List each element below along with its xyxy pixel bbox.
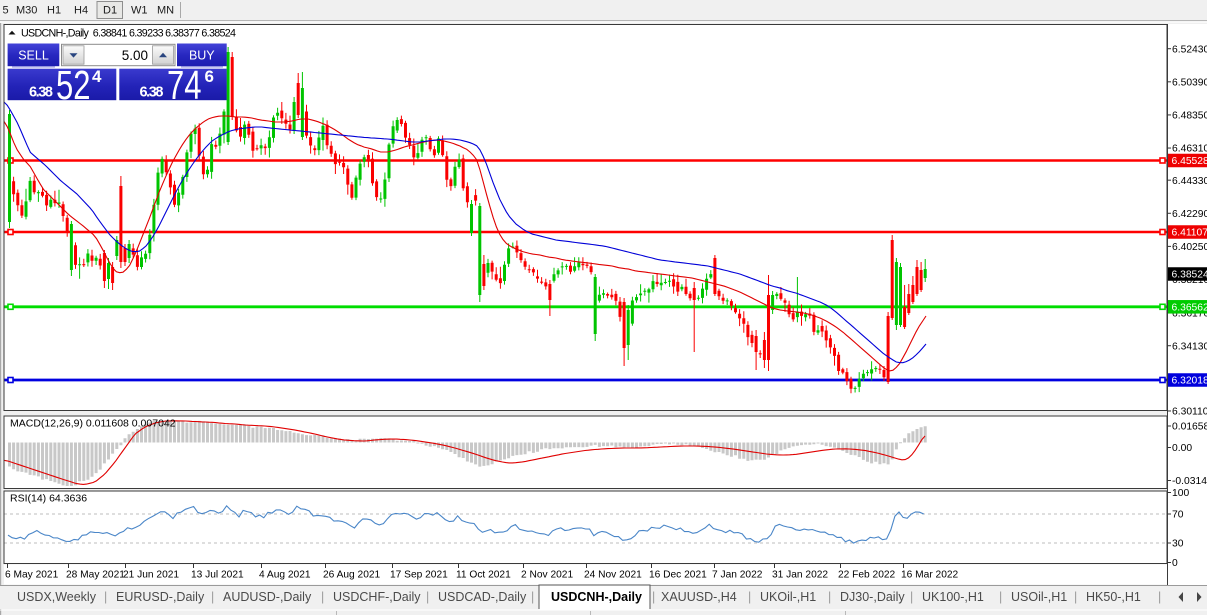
svg-text:6.46310: 6.46310 [1172, 144, 1207, 155]
svg-text:17 Sep 2021: 17 Sep 2021 [390, 570, 448, 581]
svg-text:4: 4 [92, 67, 102, 86]
svg-text:|: | [211, 590, 214, 604]
svg-text:SELL: SELL [18, 49, 49, 63]
svg-text:6.52430: 6.52430 [1172, 44, 1207, 55]
svg-text:|: | [1158, 590, 1161, 604]
svg-text:0: 0 [1172, 558, 1178, 569]
svg-text:BUY: BUY [189, 49, 215, 63]
svg-text:6.50390: 6.50390 [1172, 78, 1207, 89]
svg-text:AUDUSD-,Daily: AUDUSD-,Daily [223, 590, 312, 604]
svg-text:6.38524: 6.38524 [1172, 270, 1207, 281]
svg-text:W1: W1 [131, 5, 148, 17]
svg-text:7 Jan 2022: 7 Jan 2022 [712, 570, 763, 581]
svg-text:6.32018: 6.32018 [1172, 376, 1207, 387]
svg-text:|: | [828, 590, 831, 604]
svg-text:22 Feb 2022: 22 Feb 2022 [838, 570, 896, 581]
svg-text:5: 5 [3, 5, 9, 17]
svg-text:6.38: 6.38 [29, 85, 53, 101]
svg-text:|: | [104, 590, 107, 604]
svg-text:0.016586: 0.016586 [1172, 422, 1207, 433]
svg-text:6.36170: 6.36170 [1172, 308, 1207, 319]
svg-text:6.36562: 6.36562 [1172, 303, 1207, 314]
svg-text:UK100-,H1: UK100-,H1 [922, 590, 984, 604]
svg-text:21 Jun 2021: 21 Jun 2021 [123, 570, 179, 581]
svg-text:6: 6 [205, 67, 214, 86]
svg-text:6.48350: 6.48350 [1172, 111, 1207, 122]
svg-text:|: | [748, 590, 751, 604]
svg-text:6.44330: 6.44330 [1172, 176, 1207, 187]
svg-text:2 Nov 2021: 2 Nov 2021 [521, 570, 573, 581]
svg-text:6.42290: 6.42290 [1172, 209, 1207, 220]
svg-text:31 Jan 2022: 31 Jan 2022 [772, 570, 828, 581]
svg-text:H1: H1 [47, 5, 61, 17]
svg-text:USDX,Weekly: USDX,Weekly [17, 590, 97, 604]
svg-text:D1: D1 [103, 5, 117, 17]
svg-text:70: 70 [1172, 510, 1184, 521]
svg-text:|: | [1074, 590, 1077, 604]
svg-text:6.41107: 6.41107 [1172, 228, 1207, 239]
svg-text:24 Nov 2021: 24 Nov 2021 [584, 570, 642, 581]
svg-text:6.30110: 6.30110 [1172, 407, 1207, 418]
svg-text:28 May 2021: 28 May 2021 [66, 570, 125, 581]
svg-text:H4: H4 [74, 5, 88, 17]
svg-text:USOil-,H1: USOil-,H1 [1011, 590, 1067, 604]
svg-text:EURUSD-,Daily: EURUSD-,Daily [116, 590, 205, 604]
svg-text:0.00: 0.00 [1172, 443, 1192, 454]
svg-text:6 May 2021: 6 May 2021 [5, 570, 59, 581]
svg-text:6.40250: 6.40250 [1172, 242, 1207, 253]
svg-text:-0.031425: -0.031425 [1172, 476, 1207, 487]
svg-text:30: 30 [1172, 539, 1184, 550]
svg-text:100: 100 [1172, 488, 1189, 499]
svg-text:USDCNH-,Daily 6.38841 6.39233: USDCNH-,Daily 6.38841 6.39233 6.38377 6.… [21, 28, 236, 40]
svg-text:|: | [999, 590, 1002, 604]
svg-text:5.00: 5.00 [122, 48, 148, 63]
svg-text:|: | [910, 590, 913, 604]
svg-text:4 Aug 2021: 4 Aug 2021 [259, 570, 311, 581]
svg-text:MACD(12,26,9) 0.011608 0.00704: MACD(12,26,9) 0.011608 0.007042 [10, 418, 176, 430]
svg-text:M30: M30 [16, 5, 37, 17]
svg-text:74: 74 [167, 62, 202, 108]
svg-text:HK50-,H1: HK50-,H1 [1086, 590, 1141, 604]
svg-text:11 Oct 2021: 11 Oct 2021 [456, 570, 511, 581]
svg-text:|: | [652, 590, 655, 604]
svg-text:USDCHF-,Daily: USDCHF-,Daily [333, 590, 421, 604]
svg-text:MN: MN [157, 5, 174, 17]
svg-text:52: 52 [56, 62, 91, 108]
svg-text:RSI(14) 64.3636: RSI(14) 64.3636 [10, 493, 87, 505]
svg-text:16 Mar 2022: 16 Mar 2022 [901, 570, 959, 581]
svg-text:DJ30-,Daily: DJ30-,Daily [840, 590, 905, 604]
svg-text:UKOil-,H1: UKOil-,H1 [760, 590, 816, 604]
svg-text:|: | [426, 590, 429, 604]
svg-text:13 Jul 2021: 13 Jul 2021 [191, 570, 244, 581]
svg-text:USDCAD-,Daily: USDCAD-,Daily [438, 590, 527, 604]
svg-text:6.45528: 6.45528 [1172, 156, 1207, 167]
svg-text:USDCNH-,Daily: USDCNH-,Daily [551, 590, 642, 604]
svg-text:6.38: 6.38 [140, 85, 164, 101]
svg-text:XAUUSD-,H4: XAUUSD-,H4 [661, 590, 737, 604]
svg-text:6.34130: 6.34130 [1172, 341, 1207, 352]
svg-text:26 Aug 2021: 26 Aug 2021 [323, 570, 381, 581]
svg-text:|: | [531, 590, 534, 604]
svg-text:|: | [321, 590, 324, 604]
svg-text:16 Dec 2021: 16 Dec 2021 [649, 570, 707, 581]
